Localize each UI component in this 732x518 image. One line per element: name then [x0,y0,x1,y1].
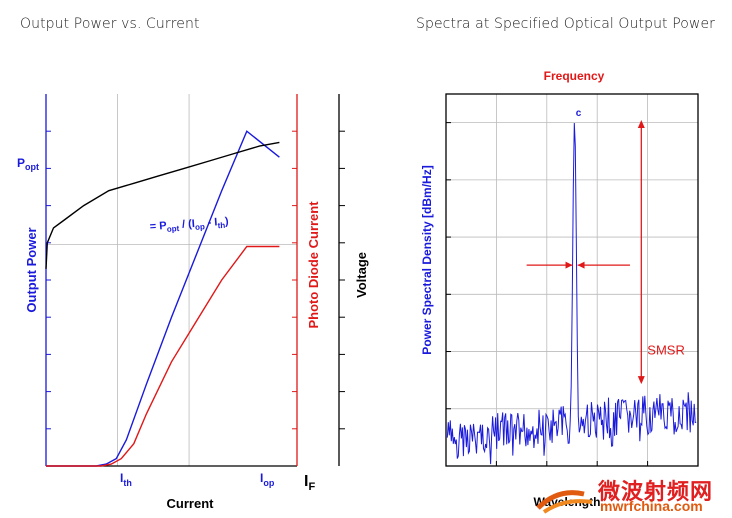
ann-dash: - I [204,216,218,229]
right-ticks [446,122,649,466]
ann-mid: / (I [179,218,196,231]
ann-sub3: th [217,221,225,231]
y-label-voltage: Voltage [354,252,369,298]
ytick-popt-sub: opt [25,162,39,172]
left-ticks [46,130,345,430]
ytick-popt: Popt [17,156,39,172]
y-label-photo-diode: Photo Diode Current [306,201,321,329]
lw-arrowhead-left [565,261,573,269]
watermark: 微波射频网 mwrfchina.com [534,470,732,518]
left-chart: Output Power Photo Diode Current Voltage… [17,94,369,511]
linewidth-arrows [526,261,630,269]
spectrum-line [446,122,697,465]
slope-annotation: = Popt / (Iop - Ith) [149,215,229,235]
xtick-if-main: I [304,473,308,490]
peak-label: c [576,108,582,119]
left-chart-title: Output Power vs. Current [20,16,200,32]
smsr-label: SMSR [647,342,685,357]
xtick-ith-main: I [120,471,123,485]
series-line-1 [46,245,280,467]
xtick-iop: Iop [260,471,275,488]
watermark-chinese: 微波射频网 [598,480,714,505]
right-top-label-frequency: Frequency [544,69,605,83]
ann-sub1: opt [167,224,180,234]
smsr-arrowhead-bottom [637,376,645,385]
smsr-arrowhead-top [637,120,645,129]
series-line-2 [45,141,280,269]
smsr-arrow [637,120,645,385]
right-chart: Frequency Power Spectral Density [dBm/Hz… [420,69,699,509]
y-label-output-power: Output Power [24,227,39,312]
lw-arrowhead-right [577,261,585,269]
watermark-logo-icon [536,490,593,514]
left-grid [46,94,297,466]
xtick-if-sub: F [308,481,315,493]
ann-sub2: op [195,222,205,232]
xtick-if: IF [304,473,315,493]
xtick-iop-main: I [260,471,263,485]
ytick-popt-main: P [17,156,25,170]
y-label-psd: Power Spectral Density [dBm/Hz] [420,165,434,354]
xtick-ith-sub: th [123,478,132,488]
xtick-iop-sub: op [263,478,274,488]
left-series [45,130,280,467]
ann-prefix: = P [149,220,167,233]
x-label-current: Current [167,496,215,511]
ann-suffix: ) [225,215,230,227]
series-line-0 [46,130,280,467]
right-chart-title: Spectra at Specified Optical Output Powe… [416,16,716,32]
right-plot-frame [445,93,699,467]
xtick-ith: Ith [120,471,132,488]
watermark-url: mwrfchina.com [600,498,703,514]
